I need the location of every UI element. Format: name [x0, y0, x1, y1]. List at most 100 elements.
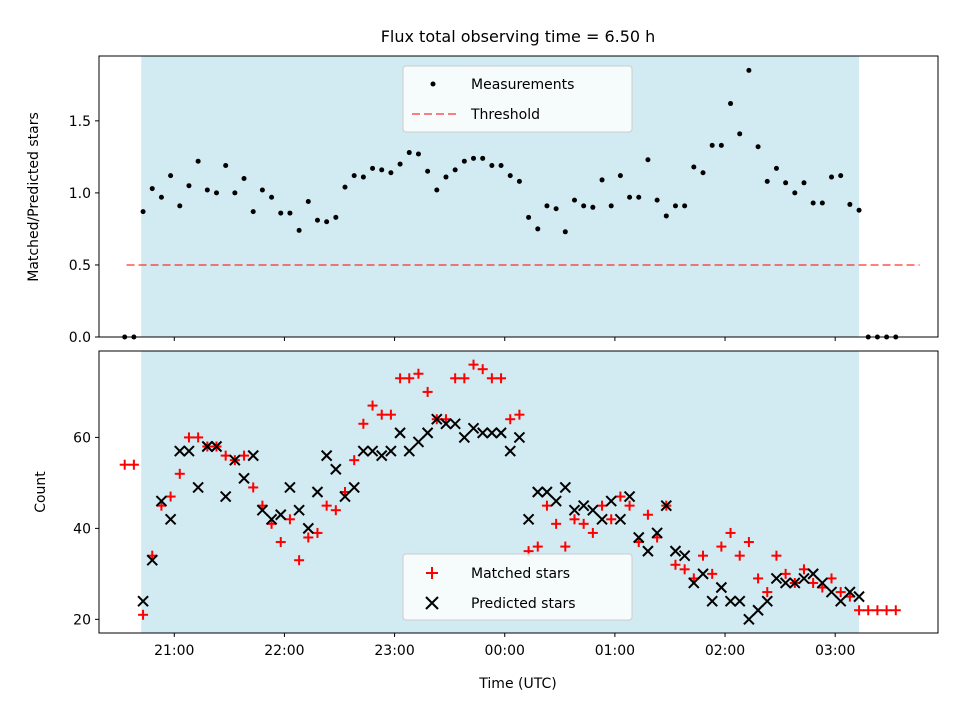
predicted-star-point: [403, 445, 415, 457]
predicted-star-point: [660, 499, 672, 512]
matched-star-point: [725, 527, 736, 538]
bottom-y-axis-ticks: 20 40 60: [73, 430, 99, 628]
matched-star-point: [863, 605, 874, 616]
measurement-point: [351, 173, 357, 179]
matched-star-point: [422, 386, 433, 397]
predicted-star-point: [467, 422, 480, 435]
bottom-panel: 20 40 60 21:00 22:00 23:00 00:00 01:00 02:00 03:…: [33, 350, 939, 692]
measurement-point: [718, 142, 724, 148]
predicted-star-point: [559, 481, 572, 494]
predicted-star-point: [320, 449, 333, 462]
y-tick-label: 40: [73, 521, 91, 537]
predicted-star-point: [550, 495, 562, 507]
x-tick-label: 01:00: [595, 643, 635, 659]
predicted-star-point: [568, 504, 581, 516]
measurement-point: [177, 203, 183, 209]
matched-star-point: [835, 587, 846, 598]
matched-star-point: [128, 459, 139, 470]
matched-star-point: [450, 373, 461, 384]
measurement-point: [829, 174, 835, 180]
measurement-point: [195, 158, 201, 164]
matched-star-point: [395, 373, 406, 384]
measurement-point: [213, 190, 219, 196]
legend-predicted-label: Predicted stars: [471, 596, 576, 612]
predicted-star-point: [311, 486, 324, 498]
x-tick-label: 21:00: [154, 643, 194, 659]
measurement-point: [149, 186, 155, 192]
measurement-point: [452, 167, 458, 173]
measurement-point: [443, 174, 449, 180]
matched-star-point: [771, 550, 782, 561]
matched-star-point: [798, 564, 809, 575]
x-tick-label: 03:00: [815, 643, 855, 659]
predicted-star-point: [357, 445, 370, 457]
matched-star-point: [872, 605, 883, 616]
measurement-point: [562, 229, 568, 235]
predicted-star-point: [458, 431, 471, 444]
matched-star-point: [881, 605, 892, 616]
predicted-star-point: [697, 568, 709, 580]
predicted-star-point: [394, 427, 406, 439]
matched-star-point: [404, 373, 415, 384]
predicted-star-point: [440, 418, 452, 430]
predicted-star-point: [541, 486, 553, 498]
predicted-star-point: [229, 454, 241, 466]
predicted-star-point: [348, 481, 360, 494]
measurement-point: [425, 168, 431, 174]
matched-star-point: [138, 609, 149, 620]
x-tick-label: 22:00: [264, 643, 304, 659]
measurement-point: [186, 183, 192, 189]
matched-star-point: [459, 373, 470, 384]
measurement-point: [480, 155, 486, 161]
measurement-point: [599, 177, 605, 183]
measurement-point: [663, 213, 669, 219]
predicted-star-point: [302, 522, 314, 535]
measurement-point: [287, 210, 293, 216]
measurement-point: [819, 200, 825, 206]
predicted-star-point: [798, 572, 810, 585]
matched-star-point: [670, 559, 681, 570]
matched-star-point: [642, 509, 653, 520]
measurement-point: [764, 178, 770, 184]
predicted-star-point: [532, 486, 544, 498]
matched-star-point: [734, 550, 745, 561]
top-y-axis-label: Matched/Predicted stars: [26, 112, 42, 282]
predicted-star-point: [421, 427, 434, 439]
predicted-star-point: [210, 440, 223, 453]
x-tick-label: 23:00: [374, 643, 414, 659]
y-tick-label: 0.0: [69, 330, 91, 346]
predicted-star-point: [431, 413, 443, 425]
top-plot-frame: [98, 55, 939, 338]
measurement-point: [305, 199, 311, 205]
matched-star-point: [294, 555, 305, 566]
y-tick-label: 1.5: [69, 114, 91, 130]
x-tick-label: 00:00: [485, 643, 525, 659]
matched-star-point: [349, 455, 360, 466]
bottom-y-axis-label: Count: [33, 471, 49, 513]
matched-star-point: [606, 514, 617, 525]
measurement-point: [737, 131, 743, 137]
matched-star-point: [303, 532, 314, 543]
matched-star-point: [220, 450, 231, 461]
chart-title: Flux total observing time = 6.50 h: [381, 27, 656, 46]
predicted-star-point: [770, 572, 783, 585]
measurement-point: [269, 194, 275, 200]
y-tick-label: 20: [73, 612, 91, 628]
measurement-point: [314, 217, 320, 223]
top-x-axis-ticks: [173, 337, 836, 341]
measurement-point: [379, 167, 385, 173]
measurement-point: [259, 187, 265, 193]
predicted-star-point: [486, 427, 498, 439]
predicted-star-point: [155, 495, 168, 507]
measurement-point: [801, 180, 807, 186]
measurement-point: [140, 209, 146, 215]
matched-star-point: [330, 505, 341, 516]
measurement-point: [590, 204, 596, 210]
predicted-star-point: [816, 577, 829, 589]
matched-star-point: [514, 409, 525, 420]
predicted-star-point: [779, 577, 792, 589]
matched-star-point: [854, 605, 865, 616]
measurement-point: [627, 194, 633, 200]
measurement-point: [792, 190, 798, 196]
measurement-point: [333, 214, 339, 220]
